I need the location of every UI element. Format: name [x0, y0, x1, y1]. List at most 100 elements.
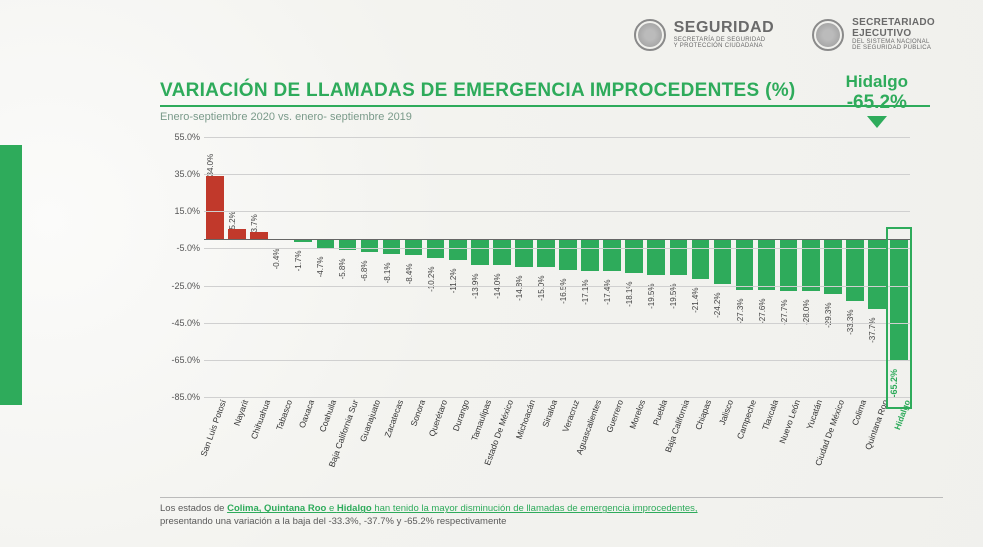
bar-wrap: -5.8%Baja California Sur: [336, 137, 358, 397]
category-label: Sonora: [402, 396, 426, 427]
bar-wrap: -6.8%Guanajuato: [358, 137, 380, 397]
logo1-sub2: Y PROTECCIÓN CIUDADANA: [674, 43, 775, 49]
bar-value-label: -17.4%: [603, 280, 612, 305]
bar-wrap: -1.7%Oaxaca: [292, 137, 314, 397]
bar-value-label: -6.8%: [360, 260, 369, 281]
bar-wrap: -18.1%Morelos: [623, 137, 645, 397]
bar: [780, 239, 798, 290]
y-tick-label: -85.0%: [171, 392, 200, 402]
bar-value-label: -24.2%: [713, 293, 722, 318]
y-tick-label: 15.0%: [174, 206, 200, 216]
chart-subtitle: Enero-septiembre 2020 vs. enero- septiem…: [160, 111, 930, 123]
bar-wrap: -11.2%Durango: [447, 137, 469, 397]
logo2-main1: SECRETARIADO: [852, 18, 935, 29]
bar-wrap: -10.2%Querétaro: [425, 137, 447, 397]
bar-wrap: -0.4%Tabasco: [270, 137, 292, 397]
chart-container: VARIACIÓN DE LLAMADAS DE EMERGENCIA IMPR…: [160, 80, 930, 520]
callout-value: -65.2%: [846, 92, 908, 114]
bar-value-label: -8.1%: [383, 263, 392, 284]
grid-line: [204, 174, 910, 175]
grid-line: [204, 286, 910, 287]
plot-area: 55.0%35.0%15.0%-5.0%-25.0%-45.0%-65.0%-8…: [160, 137, 930, 447]
bar: [250, 232, 268, 239]
header-bar: SEGURIDAD SECRETARÍA DE SEGURIDAD Y PROT…: [0, 18, 983, 52]
bar-value-label: -5.8%: [338, 258, 347, 279]
footnote: Los estados de Colima, Quintana Roo e Hi…: [160, 497, 943, 529]
bar-wrap: 3.7%Chihuahua: [248, 137, 270, 397]
y-tick-label: -45.0%: [171, 318, 200, 328]
bar-value-label: -27.6%: [758, 299, 767, 324]
grid-line: [204, 137, 910, 138]
grid-line: [204, 248, 910, 249]
bar: [559, 239, 577, 270]
bar-wrap: -28.0%Yucatán: [800, 137, 822, 397]
footnote-mid3: Hidalgo: [337, 503, 372, 514]
bar: [493, 239, 511, 265]
bar: [802, 239, 820, 291]
footnote-mid1: Colima, Quintana Roo: [227, 503, 326, 514]
baseline: [204, 239, 910, 240]
seal-icon: [634, 19, 666, 51]
bar: [449, 239, 467, 260]
bar: [603, 239, 621, 271]
bar: [736, 239, 754, 290]
footnote-mid2: e: [326, 503, 337, 514]
bar-value-label: 5.2%: [228, 212, 237, 230]
category-label: Morelos: [622, 396, 647, 430]
logo2-main2: EJECUTIVO: [852, 29, 935, 40]
bar-wrap: -27.6%Tlaxcala: [756, 137, 778, 397]
bar-wrap: -14.0%Estado De México: [491, 137, 513, 397]
bar-wrap: -16.5%Veracruz: [557, 137, 579, 397]
bar: [317, 239, 335, 248]
logo2-sub2: DE SEGURIDAD PÚBLICA: [852, 45, 935, 51]
bar-value-label: -28.0%: [802, 300, 811, 325]
grid-line: [204, 360, 910, 361]
bar-wrap: -8.1%Zacatecas: [381, 137, 403, 397]
y-axis: 55.0%35.0%15.0%-5.0%-25.0%-45.0%-65.0%-8…: [160, 137, 204, 397]
bar: [714, 239, 732, 284]
bar-wrap: -17.4%Guerrero: [601, 137, 623, 397]
bar-wrap: -8.4%Sonora: [403, 137, 425, 397]
y-tick-label: 55.0%: [174, 132, 200, 142]
bar-value-label: -10.2%: [427, 267, 436, 292]
bar: [647, 239, 665, 275]
bar-value-label: -27.7%: [780, 299, 789, 324]
y-tick-label: -65.0%: [171, 355, 200, 365]
bar-value-label: -21.4%: [691, 287, 700, 312]
bar-value-label: -37.7%: [868, 318, 877, 343]
bar-value-label: -1.7%: [294, 251, 303, 272]
bar: [758, 239, 776, 290]
bar-value-label: -15.0%: [537, 276, 546, 301]
logo1-main: SEGURIDAD: [674, 20, 775, 37]
bar: [581, 239, 599, 271]
bar-value-label: -8.4%: [405, 263, 414, 284]
callout-hidalgo: Hidalgo -65.2%: [846, 72, 908, 128]
bar-wrap: -14.8%Michoacán: [513, 137, 535, 397]
bar-value-label: -14.8%: [515, 275, 524, 300]
bar: [206, 176, 224, 239]
seal-icon: [812, 19, 844, 51]
highlight-box: [886, 227, 912, 409]
bar-wrap: -15.0%Sinaloa: [535, 137, 557, 397]
bar-wrap: -13.9%Tamaulipas: [469, 137, 491, 397]
bar-wrap: -17.1%Aguascalientes: [579, 137, 601, 397]
bar-value-label: 34.0%: [206, 154, 215, 177]
bar-wrap: 34.0%San Luis Potosí: [204, 137, 226, 397]
bar: [692, 239, 710, 279]
grid-line: [204, 211, 910, 212]
bar-wrap: -4.7%Coahuila: [314, 137, 336, 397]
bar-value-label: -27.3%: [736, 298, 745, 323]
grid-line: [204, 397, 910, 398]
bar: [537, 239, 555, 267]
bar: [405, 239, 423, 255]
logo-seguridad: SEGURIDAD SECRETARÍA DE SEGURIDAD Y PROT…: [634, 19, 775, 51]
bar-wrap: -37.7%Quintana Roo: [866, 137, 888, 397]
category-label: Jalisco: [712, 396, 736, 426]
bar: [515, 239, 533, 266]
bar-value-label: -19.5%: [669, 284, 678, 309]
bar-value-label: -4.7%: [316, 256, 325, 277]
bar-value-label: 3.7%: [250, 215, 259, 233]
bar-value-label: -16.5%: [559, 278, 568, 303]
category-label: Tabasco: [269, 396, 295, 431]
bar: [670, 239, 688, 275]
